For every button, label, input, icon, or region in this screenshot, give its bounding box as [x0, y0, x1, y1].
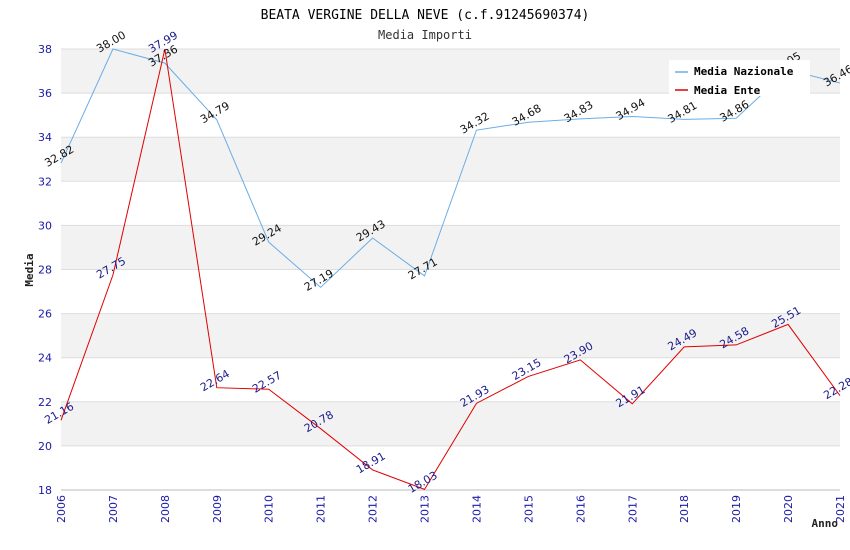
- y-tick-label: 34: [38, 131, 52, 144]
- y-tick-label: 32: [38, 175, 52, 188]
- y-tick-label: 22: [38, 396, 52, 409]
- x-tick-label: 2011: [315, 495, 328, 523]
- series-lines: [60, 48, 841, 490]
- plot-background-bands: [61, 49, 840, 490]
- legend-label-media-ente: Media Ente: [694, 84, 761, 97]
- plot-band: [61, 313, 840, 358]
- plot-band: [61, 225, 840, 270]
- y-axis-label: Media: [23, 253, 36, 286]
- x-tick-label: 2014: [470, 495, 483, 523]
- y-axis-ticks: 18 20 22 24 26 28 30 32 34 36 38: [38, 43, 52, 497]
- y-tick-label: 30: [38, 219, 52, 232]
- plot-band: [61, 401, 840, 446]
- series-line-media-nazionale: [60, 48, 841, 289]
- legend-label-media-nazionale: Media Nazionale: [694, 65, 794, 78]
- y-tick-label: 24: [38, 352, 52, 365]
- plot-band: [61, 357, 840, 402]
- plot-band: [61, 137, 840, 182]
- y-tick-label: 36: [38, 87, 52, 100]
- x-axis-label: Anno: [812, 517, 839, 530]
- plot-band: [61, 269, 840, 314]
- y-tick-label: 28: [38, 264, 52, 277]
- legend: Media Nazionale Media Ente: [669, 60, 810, 97]
- y-tick-label: 18: [38, 484, 52, 497]
- x-tick-label: 2013: [419, 495, 432, 523]
- y-tick-label: 20: [38, 440, 52, 453]
- chart-subtitle: Media Importi: [378, 28, 472, 42]
- x-tick-label: 2007: [107, 495, 120, 523]
- x-tick-label: 2021: [834, 495, 847, 523]
- x-tick-label: 2012: [367, 495, 380, 523]
- x-tick-label: 2009: [211, 495, 224, 523]
- x-tick-label: 2018: [678, 495, 691, 523]
- chart-title: BEATA VERGINE DELLA NEVE (c.f.9124569037…: [261, 8, 590, 23]
- x-tick-label: 2020: [782, 495, 795, 523]
- plot-band: [61, 445, 840, 490]
- x-axis-ticks: 2006 2007 2008 2009 2010 2011 2012 2013 2014 2015…: [55, 495, 847, 523]
- legend-box: [669, 60, 810, 96]
- x-tick-label: 2015: [522, 495, 535, 523]
- x-tick-label: 2017: [626, 495, 639, 523]
- y-tick-label: 38: [38, 43, 52, 56]
- x-tick-label: 2010: [263, 495, 276, 523]
- x-tick-label: 2008: [159, 495, 172, 523]
- series-line-media-ente: [60, 49, 841, 490]
- x-tick-label: 2019: [730, 495, 743, 523]
- y-tick-label: 26: [38, 308, 52, 321]
- x-tick-label: 2006: [55, 495, 68, 523]
- plot-band: [61, 93, 840, 138]
- x-tick-label: 2016: [574, 495, 587, 523]
